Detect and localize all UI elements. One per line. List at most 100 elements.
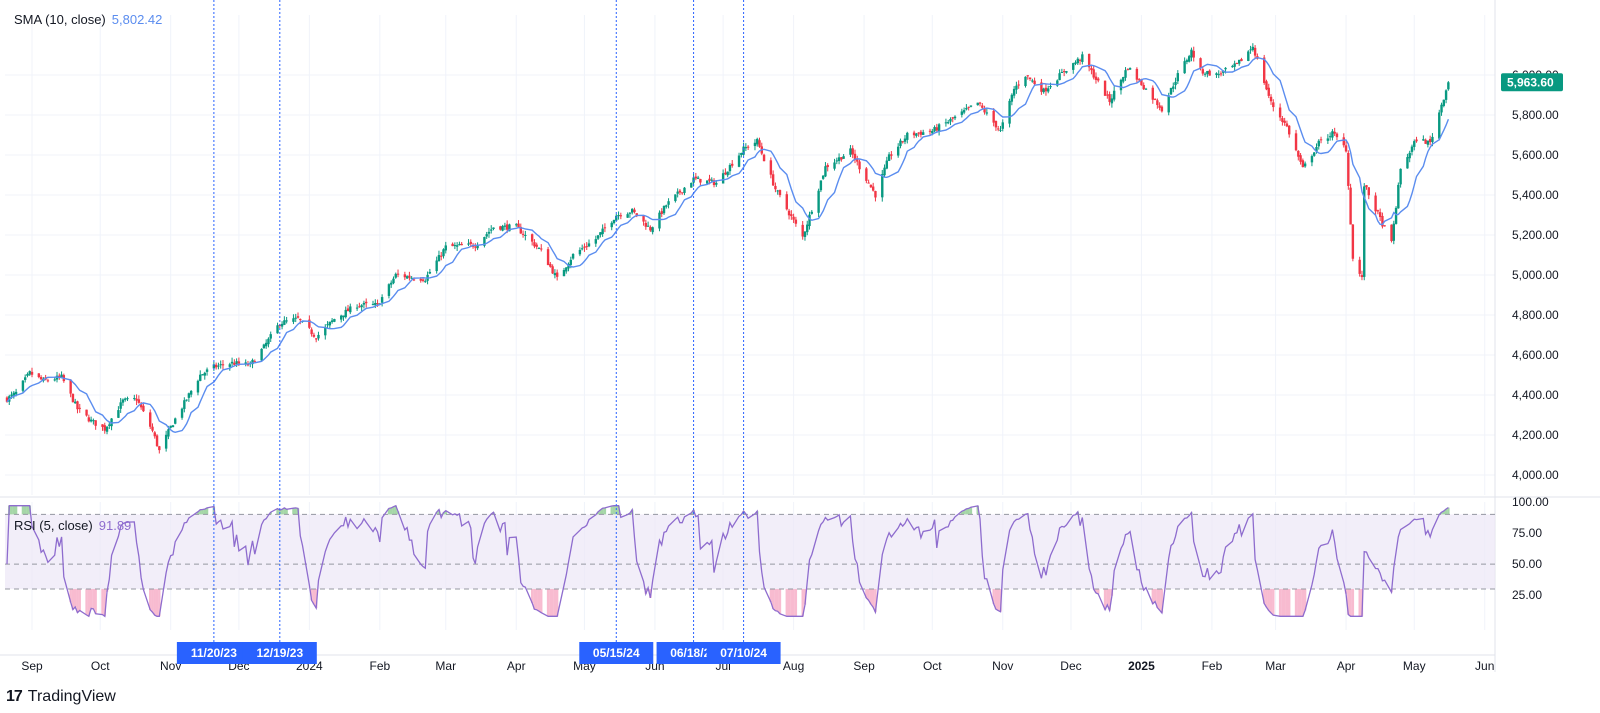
candle-body	[12, 392, 16, 396]
candle-body	[549, 263, 552, 267]
candle-body	[856, 158, 859, 162]
candle-body	[476, 245, 479, 249]
price-tick-label: 5,000.00	[1512, 268, 1559, 282]
candle-body	[183, 400, 186, 409]
candle-body	[1392, 223, 1395, 241]
time-tick-label: Feb	[369, 659, 390, 673]
candle-body	[1444, 90, 1448, 100]
candle-body	[362, 302, 366, 305]
candle-body	[1363, 186, 1366, 277]
event-marker-badge	[706, 642, 781, 664]
candle-body	[151, 426, 154, 431]
candle-body	[87, 417, 91, 422]
candle-body	[1203, 73, 1207, 75]
time-tick-label: Dec	[1060, 659, 1081, 673]
candle-body	[117, 410, 120, 418]
candle-body	[667, 201, 670, 205]
candle-body	[21, 380, 25, 391]
candle-body	[933, 127, 936, 132]
candle-body	[1349, 187, 1352, 225]
last-price-tag	[1501, 73, 1563, 92]
candle-body	[169, 425, 172, 428]
candle-body	[1192, 50, 1195, 58]
tradingview-branding[interactable]: 17 TradingView	[6, 688, 116, 706]
candle-body	[253, 361, 257, 363]
candle-body	[428, 271, 432, 274]
candle-body	[533, 242, 536, 247]
candle-body	[499, 226, 502, 230]
time-tick-label: May	[1403, 659, 1426, 673]
candle-body	[615, 215, 618, 221]
candle-body	[885, 160, 889, 169]
candle-body	[133, 398, 136, 400]
candle-body	[619, 215, 623, 217]
candle-body	[189, 390, 193, 395]
candle-body	[1253, 47, 1257, 56]
candle-body	[917, 132, 920, 134]
candle-body	[455, 245, 459, 247]
candle-body	[469, 241, 472, 244]
candle-body	[1028, 77, 1032, 80]
sma-legend[interactable]: SMA (10, close) 5,802.42	[14, 12, 162, 27]
candle-body	[187, 393, 191, 398]
candle-body	[92, 420, 95, 422]
candle-body	[1074, 62, 1077, 64]
candle-body	[715, 182, 718, 185]
candle-body	[1049, 86, 1052, 88]
candle-body	[865, 168, 868, 181]
candle-body	[517, 223, 520, 228]
candle-body	[728, 165, 732, 172]
candle-body	[1365, 185, 1368, 188]
candle-body	[1294, 133, 1298, 151]
candle-body	[555, 272, 559, 277]
candle-body	[1410, 146, 1414, 152]
candle-body	[355, 307, 359, 309]
candle-body	[810, 211, 813, 214]
candle-body	[826, 164, 829, 168]
candle-body	[167, 429, 170, 437]
candle-body	[103, 425, 106, 431]
candle-body	[39, 377, 43, 380]
candle-body	[642, 215, 645, 222]
candle-body	[660, 211, 663, 214]
candle-body	[1383, 225, 1386, 227]
candle-body	[135, 398, 138, 401]
candle-body	[1126, 69, 1129, 71]
candle-body	[1331, 131, 1334, 138]
candle-body	[985, 112, 989, 114]
candle-body	[467, 243, 470, 245]
rsi-tick-label: 100.00	[1512, 495, 1549, 509]
candle-body	[778, 190, 782, 196]
candle-body	[1062, 71, 1066, 73]
candle-body	[403, 274, 407, 278]
last-price-label: 5,963.60	[1507, 75, 1554, 89]
candle-body	[349, 306, 352, 313]
candle-body	[1008, 100, 1011, 124]
candle-body	[1442, 99, 1446, 106]
candle-body	[1378, 212, 1382, 217]
candle-body	[324, 326, 327, 336]
candle-body	[530, 234, 534, 242]
candle-body	[380, 297, 384, 303]
candle-body	[1153, 98, 1157, 100]
candle-body	[785, 194, 788, 210]
candle-body	[537, 247, 541, 249]
candle-body	[1310, 156, 1314, 163]
candle-body	[360, 305, 363, 308]
candle-body	[851, 148, 854, 155]
rsi-legend[interactable]: RSI (5, close) 91.89	[14, 518, 131, 533]
candle-body	[201, 374, 204, 376]
candle-body	[946, 122, 950, 124]
candle-body	[1142, 84, 1145, 90]
candle-body	[1381, 215, 1384, 227]
candle-body	[1187, 56, 1191, 62]
candle-body	[699, 178, 702, 183]
candle-body	[37, 373, 41, 378]
candle-body	[53, 379, 56, 381]
candle-body	[540, 248, 543, 250]
candle-body	[740, 153, 743, 155]
candle-body	[1140, 79, 1143, 86]
candle-body	[819, 180, 823, 191]
candle-body	[1303, 163, 1307, 167]
candle-body	[842, 156, 845, 159]
